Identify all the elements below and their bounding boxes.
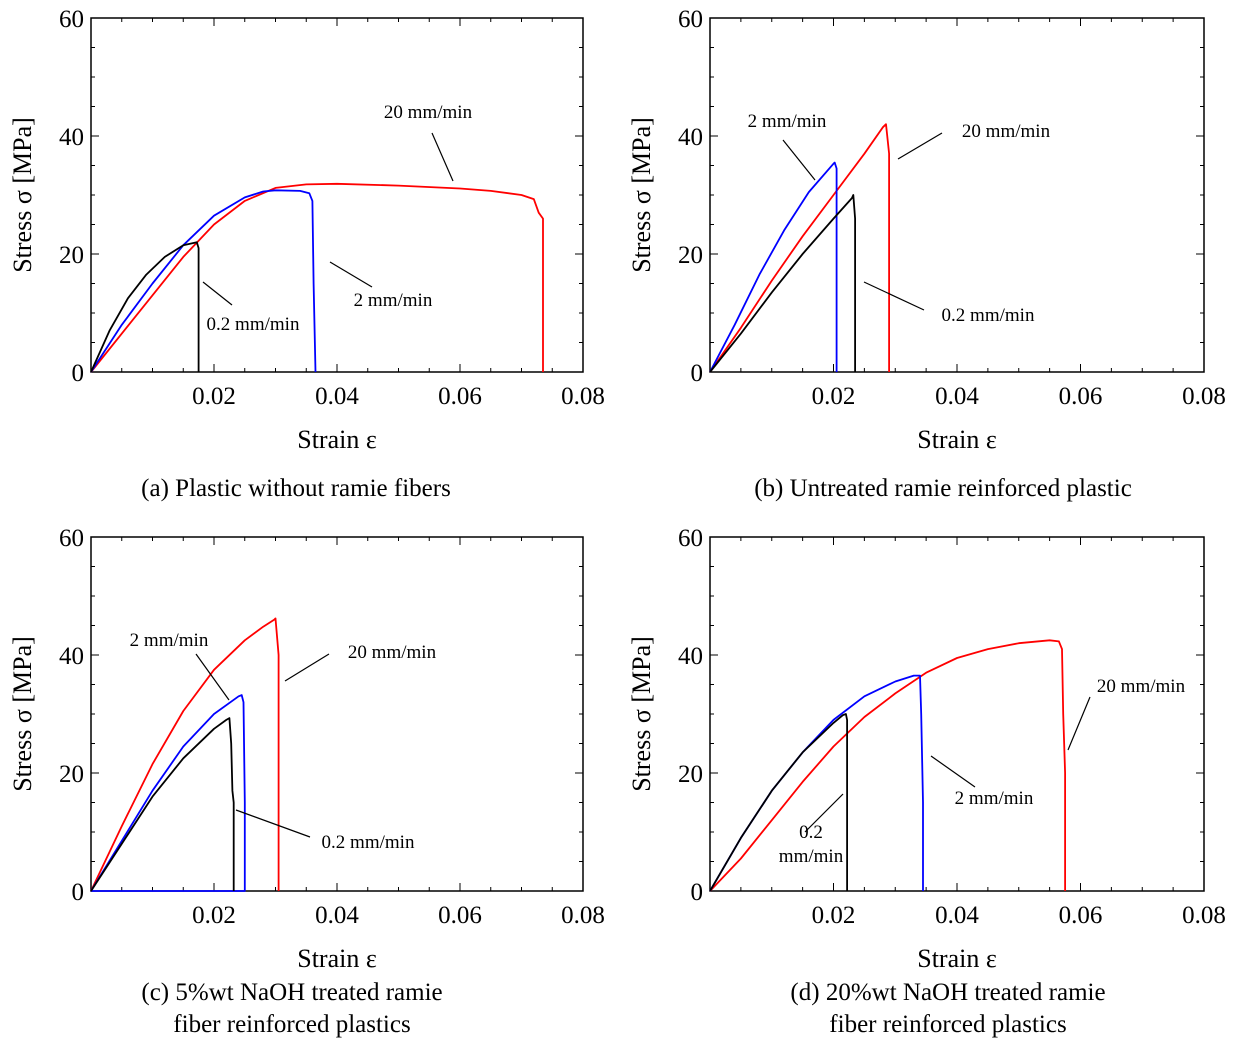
annotation-leader-line <box>930 755 976 788</box>
x-tick-label: 0.02 <box>192 383 236 410</box>
annotation-leader-line <box>431 132 454 182</box>
y-axis-label: Stress σ [MPa] <box>8 117 37 273</box>
y-tick-label: 60 <box>59 525 84 552</box>
annotation-leader-line <box>284 653 330 682</box>
annotation-leader-line <box>863 281 925 311</box>
y-tick-label: 20 <box>59 242 84 269</box>
x-tick-label: 0.02 <box>192 902 236 929</box>
annotation-leader-line <box>195 653 230 701</box>
x-tick-label: 0.04 <box>935 902 979 929</box>
panel-caption: (a) Plastic without ramie fibers <box>141 475 451 502</box>
annotation-label: 2 mm/min <box>130 630 209 651</box>
x-axis-label: Strain ε <box>917 425 997 454</box>
annotation-label: mm/min <box>779 846 844 867</box>
x-tick-label: 0.08 <box>561 383 605 410</box>
y-tick-label: 0 <box>72 879 85 906</box>
annotation-leader-line <box>202 281 233 306</box>
annotation-label: 0.2 mm/min <box>942 305 1035 326</box>
panel-caption: (b) Untreated ramie reinforced plastic <box>754 475 1132 502</box>
chart-panel-b: 0.02 0.04 0.06 0.08 0 20 40 60 Strain ε Stress σ … <box>627 6 1226 502</box>
series-line-20-mm-min <box>709 123 890 373</box>
y-tick-label: 0 <box>691 879 704 906</box>
y-tick-label: 40 <box>59 643 84 670</box>
panel-caption: (c) 5%wt NaOH treated ramie <box>141 979 442 1006</box>
series-line-0-2-mm-min <box>709 713 848 892</box>
y-axis-label: Stress σ [MPa] <box>627 117 656 273</box>
x-tick-label: 0.04 <box>935 383 979 410</box>
series-line-0-2-mm-min <box>90 717 235 892</box>
panel-caption: fiber reinforced plastics <box>173 1011 410 1038</box>
annotation-leader-line <box>1067 696 1091 751</box>
series-line-2-mm-min <box>90 694 246 892</box>
axis-ticks <box>91 18 583 372</box>
annotation-label: 20 mm/min <box>1097 676 1186 697</box>
annotation-label: 0.2 <box>799 822 823 843</box>
chart-panel-c: 0.02 0.04 0.06 0.08 0 20 40 60 Strain ε Stress σ … <box>8 525 605 1038</box>
annotation-label: 2 mm/min <box>354 290 433 311</box>
annotation-label: 20 mm/min <box>348 642 437 663</box>
y-tick-label: 60 <box>678 6 703 33</box>
x-axis-label: Strain ε <box>297 425 377 454</box>
x-tick-label: 0.02 <box>812 902 856 929</box>
x-tick-label: 0.04 <box>315 902 359 929</box>
y-tick-label: 20 <box>678 761 703 788</box>
annotation-label: 0.2 mm/min <box>207 314 300 335</box>
annotation-label: 20 mm/min <box>384 102 473 123</box>
y-tick-label: 40 <box>678 124 703 151</box>
x-axis-label: Strain ε <box>297 944 377 973</box>
axis-ticks <box>710 537 1204 891</box>
annotation-leader-line <box>782 139 816 181</box>
x-tick-label: 0.06 <box>438 902 482 929</box>
annotation-label: 20 mm/min <box>962 121 1051 142</box>
plot-frame <box>90 17 584 373</box>
y-tick-label: 0 <box>72 360 85 387</box>
x-tick-label: 0.06 <box>438 383 482 410</box>
axis-ticks <box>710 18 1204 372</box>
annotation-leader-line <box>804 793 844 833</box>
annotation-label: 2 mm/min <box>748 111 827 132</box>
x-tick-label: 0.08 <box>1182 902 1226 929</box>
x-tick-label: 0.08 <box>561 902 605 929</box>
annotation-leader-line <box>329 261 373 288</box>
panel-caption: fiber reinforced plastics <box>829 1011 1066 1038</box>
y-tick-label: 20 <box>678 242 703 269</box>
panel-caption: (d) 20%wt NaOH treated ramie <box>790 979 1105 1006</box>
plot-frame <box>709 536 1205 892</box>
series-line-20-mm-min <box>90 182 544 373</box>
y-tick-label: 40 <box>678 643 703 670</box>
x-tick-label: 0.06 <box>1059 902 1103 929</box>
y-tick-label: 60 <box>678 525 703 552</box>
y-tick-label: 0 <box>691 360 704 387</box>
series-line-2-mm-min <box>90 189 317 373</box>
y-tick-label: 40 <box>59 124 84 151</box>
series-line-0-2-mm-min <box>90 241 200 373</box>
annotation-leader-line <box>235 809 311 838</box>
annotation-label: 0.2 mm/min <box>322 832 415 853</box>
chart-panel-a: 0.02 0.04 0.06 0.08 0 20 40 60 Strain ε Stress σ … <box>8 6 605 502</box>
series-line-20-mm-min <box>709 639 1066 892</box>
x-tick-label: 0.08 <box>1182 383 1226 410</box>
y-axis-label: Stress σ [MPa] <box>627 636 656 792</box>
series-line-20-mm-min <box>90 617 280 892</box>
x-tick-label: 0.04 <box>315 383 359 410</box>
annotation-leader-line <box>897 132 943 160</box>
x-tick-label: 0.02 <box>812 383 856 410</box>
series-line-2-mm-min <box>709 161 838 373</box>
y-tick-label: 60 <box>59 6 84 33</box>
axis-ticks <box>91 537 583 891</box>
series-line-0-2-mm-min <box>709 194 856 373</box>
x-tick-label: 0.06 <box>1059 383 1103 410</box>
x-axis-label: Strain ε <box>917 944 997 973</box>
chart-panel-d: 0.02 0.04 0.06 0.08 0 20 40 60 Strain ε Stress σ … <box>627 525 1226 1038</box>
y-tick-label: 20 <box>59 761 84 788</box>
annotation-label: 2 mm/min <box>955 788 1034 809</box>
y-axis-label: Stress σ [MPa] <box>8 636 37 792</box>
